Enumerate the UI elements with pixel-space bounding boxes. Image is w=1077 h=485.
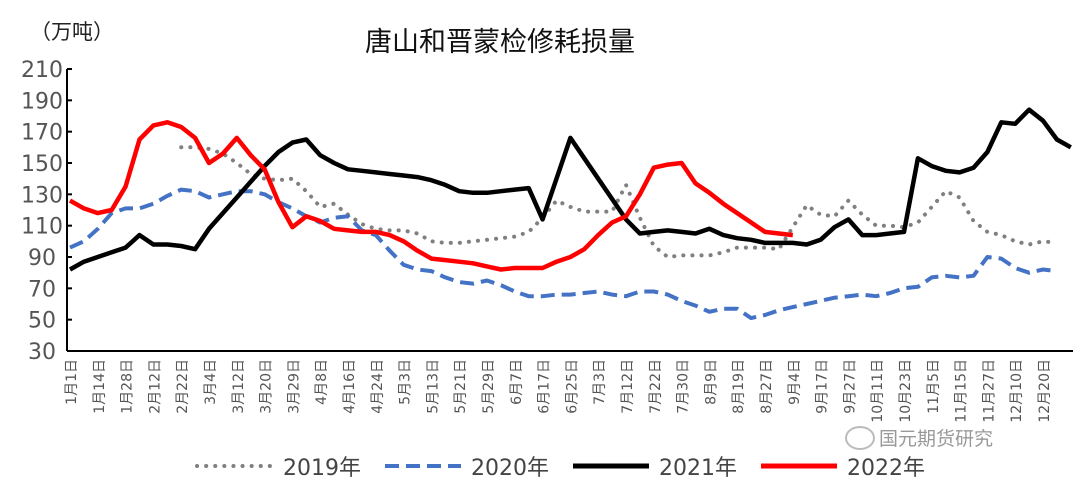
- legend-swatch-2021: [573, 463, 649, 469]
- x-tick-label: 7月12日: [620, 359, 636, 414]
- chart-title: 唐山和晋蒙检修耗损量: [365, 27, 635, 58]
- y-tick-label: 190: [21, 89, 63, 114]
- legend-label-2019: 2019年: [283, 456, 361, 481]
- series-line-2019年: [179, 145, 1059, 259]
- x-tick-label: 9月17日: [815, 359, 831, 414]
- y-tick-label: 50: [28, 309, 56, 334]
- legend: 2019年 2020年 2021年 2022年: [195, 450, 925, 482]
- watermark: 国元期货研究: [845, 424, 993, 451]
- x-tick-label: 9月4日: [787, 359, 803, 405]
- x-tick-label: 4月16日: [342, 359, 358, 414]
- x-tick-label: 5月29日: [481, 359, 497, 414]
- x-tick-label: 11月15日: [954, 359, 970, 423]
- x-tick-label: 10月23日: [898, 359, 914, 423]
- x-tick-label: 5月3日: [398, 359, 414, 405]
- x-tick-label: 12月20日: [1037, 359, 1053, 423]
- x-tick-label: 6月17日: [537, 359, 553, 414]
- x-tick-label: 7月30日: [676, 359, 692, 414]
- x-axis: 1月1日 1月14日 1月28日 2月12日 2月22日 3月4日 3月12日 3月20日 3月…: [64, 350, 1073, 423]
- x-tick-label: 2月22日: [175, 359, 191, 414]
- legend-item-2021: 2021年: [571, 450, 737, 482]
- x-tick-label: 3月20日: [259, 359, 275, 414]
- y-tick-label: 130: [21, 183, 63, 208]
- series-line-2021年: [68, 107, 1072, 272]
- legend-swatch-2019: [195, 464, 275, 468]
- y-tick-label: 110: [21, 215, 63, 240]
- legend-swatch-2020: [385, 464, 461, 468]
- x-tick-label: 7月3日: [592, 359, 608, 405]
- y-tick-label: 30: [28, 340, 56, 365]
- y-tick-label: 90: [28, 246, 56, 271]
- x-tick-label: 6月25日: [564, 359, 580, 414]
- x-tick-label: 8月27日: [759, 359, 775, 414]
- x-tick-label: 3月12日: [231, 359, 247, 414]
- y-tick-label: 210: [21, 58, 63, 83]
- x-tick-label: 4月24日: [370, 359, 386, 414]
- series-line-2022年: [68, 120, 794, 272]
- x-tick-label: 11月5日: [926, 359, 942, 414]
- x-tick-label: 4月8日: [314, 359, 330, 405]
- x-tick-label: 5月13日: [425, 359, 441, 414]
- legend-label-2022: 2022年: [847, 456, 925, 481]
- x-tick-label: 12月10日: [1009, 359, 1025, 423]
- legend-item-2020: 2020年: [383, 450, 549, 482]
- series-line-2020年: [69, 187, 1058, 321]
- x-tick-label: 3月4日: [203, 359, 219, 405]
- unit-label: （万吨）: [30, 20, 114, 44]
- x-tick-label: 1月28日: [120, 359, 136, 414]
- x-tick-label: 8月9日: [703, 359, 719, 405]
- legend-label-2020: 2020年: [471, 456, 549, 481]
- x-tick-label: 9月27日: [842, 359, 858, 414]
- y-tick-label: 170: [21, 121, 63, 146]
- x-tick-label: 2月12日: [147, 359, 163, 414]
- x-tick-label: 1月14日: [92, 359, 108, 414]
- x-tick-label: 5月21日: [453, 359, 469, 414]
- legend-label-2021: 2021年: [659, 456, 737, 481]
- legend-item-2019: 2019年: [195, 450, 361, 482]
- x-tick-label: 6月7日: [509, 359, 525, 405]
- series-lines: [68, 107, 1072, 321]
- legend-item-2022: 2022年: [759, 450, 925, 482]
- x-tick-label: 3月29日: [286, 359, 302, 414]
- legend-swatch-2022: [761, 463, 837, 469]
- x-tick-label: 10月11日: [870, 359, 886, 423]
- y-axis: 30 50 70 90 110 130 150 170 190 210: [21, 58, 72, 365]
- x-tick-label: 1月1日: [64, 359, 80, 405]
- watermark-text: 国元期货研究: [879, 428, 994, 450]
- y-tick-label: 150: [21, 152, 63, 177]
- x-tick-label: 7月22日: [648, 359, 664, 414]
- wechat-icon: [845, 425, 875, 450]
- y-tick-label: 70: [28, 277, 56, 302]
- x-tick-label: 8月19日: [731, 359, 747, 414]
- x-tick-label: 11月27日: [981, 359, 997, 423]
